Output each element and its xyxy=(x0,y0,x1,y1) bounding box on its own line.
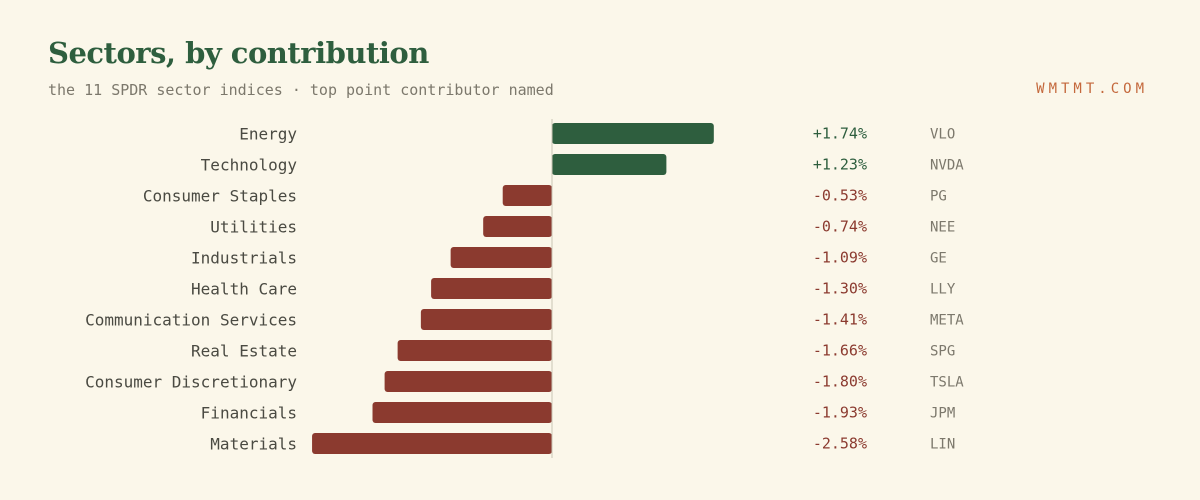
brand-logo[interactable]: WMTMT.COM xyxy=(1036,81,1148,97)
ticker-label: NVDA xyxy=(930,158,964,174)
ticker-label: VLO xyxy=(930,127,955,143)
value-label: -1.93% xyxy=(813,404,867,422)
bar xyxy=(450,247,552,268)
ticker-label: PG xyxy=(930,189,947,205)
value-label: -0.74% xyxy=(813,218,867,236)
category-label: Communication Services xyxy=(85,311,297,330)
chart-title: Sectors, by contribution xyxy=(48,36,429,70)
bar xyxy=(384,371,552,392)
bar xyxy=(397,340,552,361)
bar xyxy=(372,402,552,423)
value-label: +1.23% xyxy=(813,156,867,174)
bar xyxy=(431,278,552,299)
value-label: -1.30% xyxy=(813,280,867,298)
ticker-label: TSLA xyxy=(930,375,964,391)
category-label: Materials xyxy=(210,435,297,454)
ticker-label: GE xyxy=(930,251,947,267)
category-label: Real Estate xyxy=(191,342,297,361)
bar xyxy=(420,309,552,330)
ticker-label: SPG xyxy=(930,344,955,360)
bar xyxy=(502,185,552,206)
category-label: Industrials xyxy=(191,249,297,268)
bar xyxy=(483,216,552,237)
value-label: -1.66% xyxy=(813,342,867,360)
value-label: -1.80% xyxy=(813,373,867,391)
ticker-label: JPM xyxy=(930,406,955,422)
category-label: Energy xyxy=(239,125,297,144)
chart-subtitle: the 11 SPDR sector indices · top point c… xyxy=(48,81,554,99)
bar xyxy=(552,123,714,144)
category-label: Financials xyxy=(201,404,297,423)
category-label: Health Care xyxy=(191,280,297,299)
value-label: -2.58% xyxy=(813,435,867,453)
ticker-label: LIN xyxy=(930,437,955,453)
category-label: Utilities xyxy=(210,218,297,237)
ticker-label: LLY xyxy=(930,282,956,298)
value-label: -1.41% xyxy=(813,311,867,329)
ticker-label: NEE xyxy=(930,220,955,236)
value-label: +1.74% xyxy=(813,125,867,143)
bar xyxy=(552,154,667,175)
category-label: Consumer Discretionary xyxy=(85,373,297,392)
category-label: Consumer Staples xyxy=(143,187,297,206)
category-label: Technology xyxy=(201,156,298,175)
bar xyxy=(312,433,552,454)
value-label: -0.53% xyxy=(813,187,867,205)
value-label: -1.09% xyxy=(813,249,867,267)
ticker-label: META xyxy=(930,313,964,329)
